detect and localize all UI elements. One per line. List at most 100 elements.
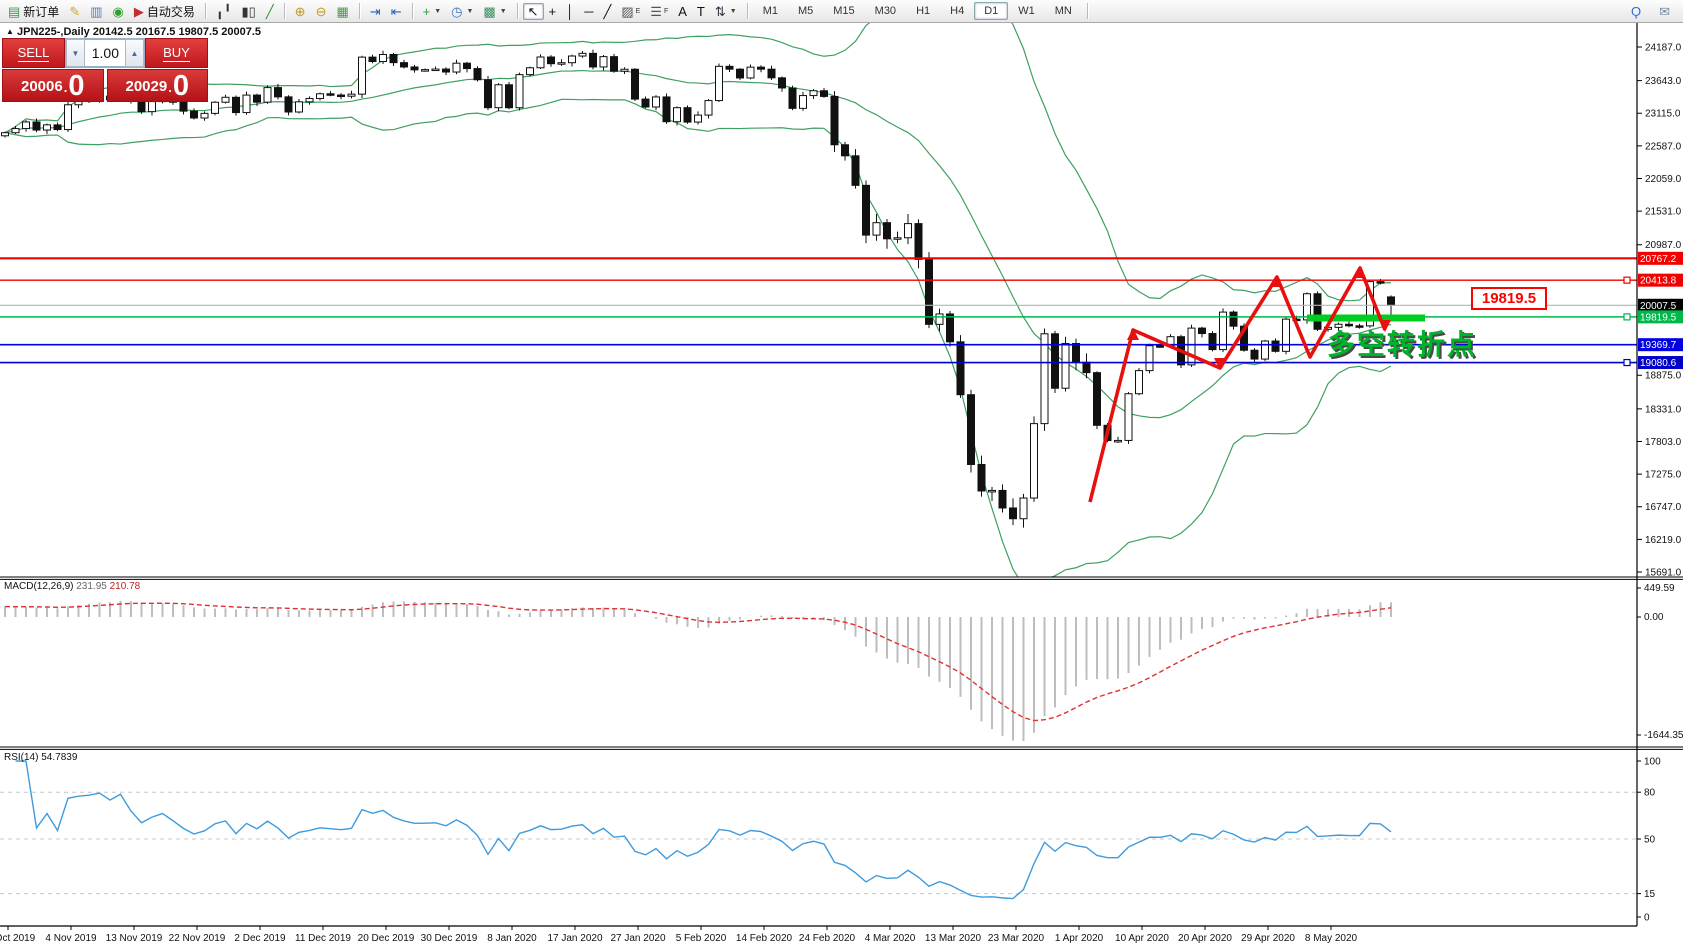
svg-text:19369.7: 19369.7 (1640, 340, 1677, 351)
svg-text:17803.0: 17803.0 (1645, 437, 1682, 448)
toolbar-separator (204, 3, 206, 19)
auto-scroll-button-glyph: ⇥ (369, 3, 381, 19)
indicators-button-dropdown-icon[interactable]: ▼ (434, 7, 442, 15)
search-icon[interactable]: Ϙ (1626, 3, 1646, 20)
svg-text:4 Nov 2019: 4 Nov 2019 (45, 933, 97, 944)
collapse-icon[interactable]: ▲ (6, 27, 14, 36)
toolbar-group-3: ⇥ ⇤ (362, 0, 410, 22)
indicators-button[interactable]: + ▼ (418, 3, 447, 20)
volume-down-button[interactable]: ▼ (66, 39, 85, 67)
line-handle-19819.5[interactable] (1623, 313, 1631, 321)
new-order-button[interactable]: ▤ 新订单 (3, 1, 64, 22)
tf-w1[interactable]: W1 (1008, 2, 1045, 20)
marker-icon[interactable]: ✎ (64, 3, 85, 20)
line-handle-20413.8[interactable] (1623, 276, 1631, 284)
zoom-out-button[interactable]: ⊖ (311, 3, 332, 20)
svg-text:18331.0: 18331.0 (1645, 404, 1682, 415)
svg-text:23115.0: 23115.0 (1645, 109, 1681, 120)
highlight-level-bar[interactable] (1307, 314, 1425, 322)
zoom-in-button[interactable]: ⊕ (290, 3, 311, 20)
candlestick-button[interactable]: ▮▯ (237, 3, 261, 20)
tf-m30-glyph: M30 (874, 5, 897, 17)
fibonacci-button[interactable]: ☰ F (645, 3, 673, 20)
chat-icon[interactable]: ✉ (1654, 3, 1675, 20)
line-chart-button[interactable]: ╱ (261, 3, 279, 20)
tf-d1-glyph: D1 (984, 5, 999, 17)
svg-text:20767.2: 20767.2 (1640, 254, 1677, 265)
level-price-note[interactable]: 19819.5 (1471, 287, 1547, 310)
axis-marker-20007.5 (1638, 298, 1683, 312)
periods-button-dropdown-icon[interactable]: ▼ (466, 7, 474, 15)
volume-spinner: ▼ 1.00 ▲ (65, 38, 145, 68)
crosshair-button[interactable]: + (544, 3, 562, 20)
auto-scroll-button[interactable]: ⇥ (365, 3, 386, 20)
line-chart-button-glyph: ╱ (265, 3, 274, 19)
svg-text:20413.8: 20413.8 (1640, 276, 1677, 287)
svg-text:0.00: 0.00 (1644, 612, 1664, 623)
macd-indicator-label: MACD(12,26,9) 231.95 210.78 (4, 581, 141, 592)
axis-marker-20413.8 (1638, 273, 1683, 287)
tf-h4[interactable]: H4 (940, 2, 974, 20)
tile-windows-button[interactable]: ▦ (331, 3, 353, 20)
sell-button[interactable]: SELL (2, 38, 65, 68)
chart-shift-button[interactable]: ⇤ (386, 3, 407, 20)
toolbar-group-0: ▤ 新订单 ✎ ▥ ◉ ▶ 自动交易 (0, 0, 203, 22)
tf-m1[interactable]: M1 (753, 2, 788, 20)
profiles-icon[interactable]: ▥ (85, 3, 107, 20)
channel-button-sub: E (635, 7, 641, 15)
volume-input[interactable]: 1.00 (85, 39, 125, 67)
vertical-line-button[interactable]: │ (561, 3, 579, 20)
volume-up-button[interactable]: ▲ (125, 39, 144, 67)
svg-text:20987.0: 20987.0 (1645, 240, 1682, 251)
arrows-button-dropdown-icon[interactable]: ▼ (729, 7, 737, 15)
tf-mn[interactable]: MN (1045, 2, 1082, 20)
main-pane[interactable] (0, 22, 1637, 586)
text-label-button-glyph: T (696, 3, 705, 19)
svg-text:1 Apr 2020: 1 Apr 2020 (1055, 933, 1104, 944)
svg-text:22 Nov 2019: 22 Nov 2019 (169, 933, 226, 944)
tf-m30[interactable]: M30 (865, 2, 906, 20)
autotrade-button[interactable]: ▶ 自动交易 (129, 1, 200, 22)
chart-title: ▲ JPN225-,Daily 20142.5 20167.5 19807.5 … (6, 26, 261, 38)
cursor-button[interactable]: ↖ (522, 2, 544, 20)
price-axis[interactable]: 24187.0 23643.0 23115.0 22587.0 22059.0 21531… (1637, 43, 1683, 924)
rsi-pane[interactable] (0, 760, 1637, 900)
periods-button[interactable]: ◷ ▼ (446, 3, 478, 20)
signals-icon[interactable]: ◉ (108, 3, 129, 20)
line-handle-19080.6[interactable] (1623, 358, 1631, 367)
horizontal-line-button[interactable]: ─ (579, 3, 598, 20)
trendline-button[interactable]: ╱ (598, 3, 616, 20)
tf-m5[interactable]: M5 (788, 2, 823, 20)
toolbar-group-6: M1 M5 M15 M30 H1 H4 D1 W1 MN (750, 0, 1085, 22)
templates-button-dropdown-icon[interactable]: ▼ (499, 7, 507, 15)
tf-m15-glyph: M15 (833, 5, 855, 17)
turning-point-note[interactable]: 多空转折点 (1327, 329, 1478, 360)
buy-button[interactable]: BUY (145, 38, 208, 68)
quote-ohlc-label: 20142.5 20167.5 19807.5 20007.5 (92, 26, 262, 38)
sell-price[interactable]: 20006. 0 (2, 69, 104, 102)
templates-button[interactable]: ▩ ▼ (478, 3, 511, 20)
buy-price[interactable]: 20029. 0 (106, 69, 208, 102)
toolbar-group-4: + ▼ ◷ ▼ ▩ ▼ (415, 0, 515, 22)
svg-text:449.59: 449.59 (1644, 583, 1675, 594)
new-order-button-label: 新订单 (23, 4, 60, 19)
svg-text:11 Dec 2019: 11 Dec 2019 (295, 933, 351, 944)
arrows-button[interactable]: ⇅ ▼ (710, 3, 742, 20)
text-label-button[interactable]: T (692, 3, 710, 20)
tf-m15[interactable]: M15 (823, 2, 864, 20)
tf-d1[interactable]: D1 (974, 2, 1009, 20)
time-axis[interactable]: 25 Oct 2019 4 Nov 2019 13 Nov 2019 22 Nov 2… (0, 926, 1358, 944)
svg-text:16747.0: 16747.0 (1645, 502, 1682, 513)
macd-pane[interactable] (4, 600, 1392, 741)
signals-icon-glyph: ◉ (112, 3, 124, 19)
ohlc-bars-button[interactable]: ╻╹ (211, 3, 237, 20)
chart-shift-button-glyph: ⇤ (390, 3, 402, 19)
autotrade-button-label: 自动交易 (146, 4, 195, 19)
svg-text:8 Jan 2020: 8 Jan 2020 (487, 933, 537, 944)
vertical-line-button-glyph: │ (566, 3, 575, 19)
text-button[interactable]: A (673, 3, 692, 20)
channel-button[interactable]: ▨ E (616, 3, 645, 20)
chart-area[interactable]: 24187.0 23643.0 23115.0 22587.0 22059.0 21531… (0, 22, 1683, 947)
tf-h1[interactable]: H1 (906, 2, 940, 20)
toolbar-right: Ϙ ✉ (1626, 3, 1683, 20)
